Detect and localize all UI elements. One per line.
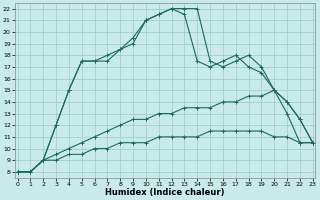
- X-axis label: Humidex (Indice chaleur): Humidex (Indice chaleur): [105, 188, 225, 197]
